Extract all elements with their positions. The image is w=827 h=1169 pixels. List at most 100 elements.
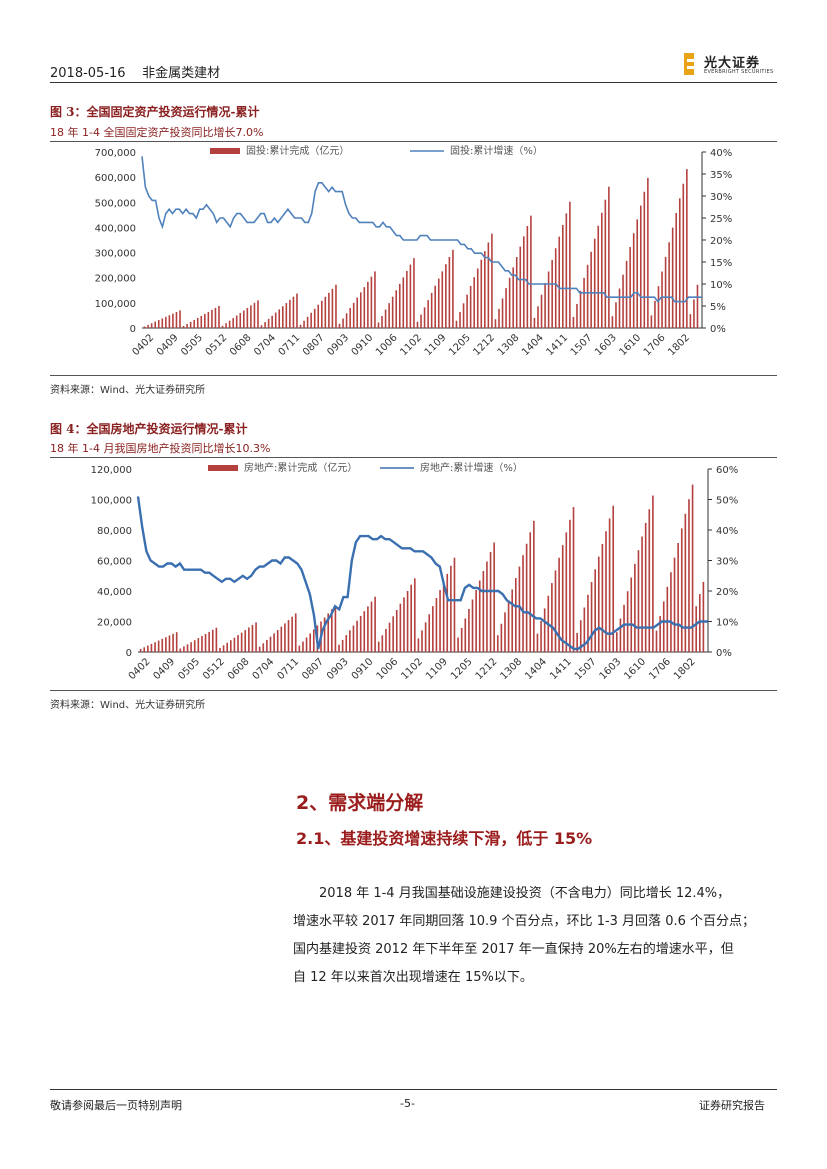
x-tick-label: 1404 (520, 332, 546, 358)
bar-mark (666, 586, 669, 652)
footer-divider (50, 1089, 777, 1090)
bar-mark (677, 542, 679, 652)
bar-mark (143, 326, 146, 328)
x-tick-label: 0704 (251, 656, 277, 682)
bar-mark (593, 238, 596, 328)
bar-mark (420, 314, 422, 328)
bar-mark (526, 225, 529, 328)
growth-line (136, 496, 708, 651)
bar-mark (331, 609, 333, 652)
bar-mark (349, 630, 351, 652)
bar-mark (334, 605, 337, 652)
bar-mark (583, 607, 586, 652)
bar-mark (551, 583, 553, 652)
bar-mark (682, 183, 685, 328)
bar-mark (147, 324, 149, 328)
y-right-tick-label: 0% (710, 324, 726, 335)
y-left-tick-label: 100,000 (91, 496, 132, 507)
bar-mark (482, 571, 485, 652)
bar-mark (222, 645, 225, 652)
bar-mark (629, 247, 631, 328)
x-tick-label: 1603 (593, 332, 619, 358)
y-right-tick-label: 10% (710, 280, 732, 291)
figure-4-title: 图 4：全国房地产投资运行情况-累计 (50, 422, 248, 436)
bar-mark (630, 577, 633, 652)
bar-mark (291, 616, 293, 652)
figure-3-chart: 700,000 600,000 500,000 400,000 300,000 200,0… (95, 144, 733, 358)
bar-mark (493, 542, 495, 652)
x-tick-label: 0807 (301, 332, 327, 358)
x-tick-label: 0505 (176, 656, 202, 682)
growth-line (141, 156, 702, 303)
bar-mark (310, 312, 312, 328)
bar-mark (643, 191, 646, 328)
bar-mark (583, 277, 585, 328)
x-tick-label: 1308 (496, 332, 522, 358)
bar-mark (514, 578, 517, 652)
bar-mark (702, 581, 705, 652)
bar-mark (284, 623, 286, 652)
bar-mark (175, 312, 178, 328)
bar-mark (432, 606, 434, 652)
bar-mark (356, 297, 359, 328)
bar-mark (303, 320, 305, 328)
bar-mark (695, 606, 697, 652)
x-tick-label: 0409 (155, 332, 181, 358)
bar-mark (511, 589, 514, 652)
bar-mark (211, 309, 213, 328)
bar-mark (650, 315, 653, 328)
bar-mark (562, 225, 564, 328)
bar-mark (508, 277, 511, 328)
bar-mark (561, 545, 564, 652)
bar-mark (668, 242, 670, 328)
figure-4-bottom-rule (50, 690, 777, 691)
y-left-tick-label: 600,000 (95, 173, 136, 184)
bar-mark (625, 260, 628, 328)
bar-mark (328, 292, 330, 328)
bar-mark (338, 644, 340, 652)
y-left-tick-label: 0 (130, 324, 136, 335)
bar-mark (480, 259, 483, 328)
bar-mark (335, 284, 337, 328)
bar-mark (406, 270, 408, 328)
report-date: 2018-05-16 (50, 66, 126, 81)
x-tick-label: 1404 (523, 656, 549, 682)
x-tick-label: 0711 (277, 332, 303, 358)
y-right-tick-label: 5% (710, 302, 726, 313)
y-right-tick-label: 30% (710, 192, 732, 203)
bar-mark (632, 233, 635, 328)
bar-mark (409, 264, 412, 328)
bar-mark (661, 271, 663, 328)
bar-mark (305, 637, 308, 652)
bar-mark (670, 572, 672, 652)
bar-mark (276, 630, 279, 652)
bar-mark (402, 277, 405, 328)
x-tick-label: 1411 (548, 656, 574, 682)
bar-mark (450, 565, 452, 652)
x-tick-label: 1109 (424, 656, 450, 682)
x-tick-label: 1102 (399, 656, 425, 682)
bar-mark (168, 635, 171, 652)
bar-mark (478, 580, 481, 652)
bar-mark (579, 290, 582, 328)
bar-mark (512, 267, 514, 328)
bar-mark (327, 613, 330, 652)
bar-mark (278, 309, 281, 328)
bar-mark (226, 642, 229, 652)
bar-mark (331, 288, 334, 328)
bar-mark (698, 594, 701, 652)
y-left-tick-label: 400,000 (95, 223, 136, 234)
bar-mark (446, 573, 449, 652)
bar-mark (384, 309, 387, 328)
bar-mark (441, 271, 444, 328)
bar-mark (688, 499, 690, 652)
footer-report-type: 证券研究报告 (699, 1099, 765, 1112)
section-heading: 2、需求端分解 (296, 792, 424, 814)
bar-mark (455, 320, 458, 328)
bar-mark (211, 629, 214, 652)
bar-mark (540, 294, 543, 328)
bar-mark (413, 258, 415, 328)
bar-mark (388, 303, 390, 328)
bar-mark (507, 600, 510, 652)
x-tick-label: 0903 (325, 656, 351, 682)
